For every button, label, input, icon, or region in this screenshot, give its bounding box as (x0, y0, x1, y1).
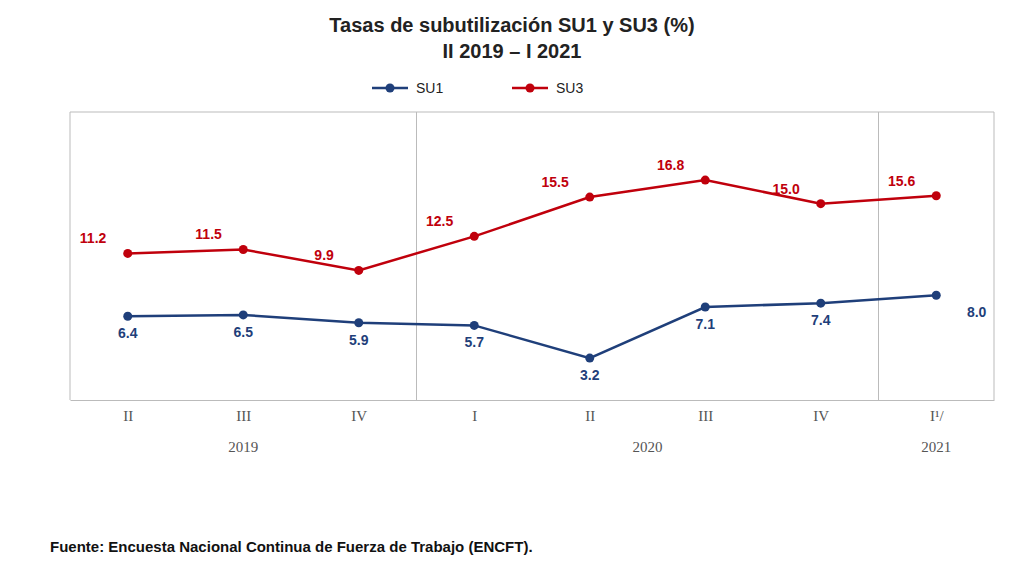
annotations: 2019 2020 2021 Fuente: Encuesta Nacional Co… (50, 439, 951, 555)
series (123, 291, 941, 363)
series-marker (701, 176, 710, 185)
x-axis: IIIIIIVIIIIIIIVI¹/ (71, 400, 995, 424)
x-tick: I (472, 400, 477, 424)
series-marker (701, 303, 710, 312)
frame-left (70, 112, 71, 400)
data-label: 7.1 (696, 316, 716, 332)
x-tick-label: I (472, 408, 477, 424)
source: Fuente: Encuesta Nacional Continua de Fu… (50, 538, 533, 555)
series-marker (585, 354, 594, 363)
series-marker (470, 321, 479, 330)
legend-label: SU3 (556, 80, 583, 96)
data-label: 15.6 (888, 173, 915, 189)
series-marker (123, 249, 132, 258)
data-label: 5.7 (465, 334, 485, 350)
x-tick: II (123, 400, 133, 424)
series-line (128, 295, 937, 358)
series-marker (585, 193, 594, 202)
subtitle: II 2019 – I 2021 (442, 40, 581, 62)
series (123, 176, 941, 275)
legend-marker (526, 84, 535, 93)
year-divider (416, 112, 417, 400)
data-labels: 11.2 11.5 9.9 12.5 15.5 16.8 15.0 15.6 6.4 6.5 5.9… (80, 157, 987, 383)
series-marker (239, 245, 248, 254)
series-marker (470, 232, 479, 241)
series-marker (816, 299, 825, 308)
data-label: 16.8 (657, 157, 684, 173)
series-marker (354, 318, 363, 327)
x-axis-line (71, 400, 995, 401)
x-tick: IV (351, 400, 367, 424)
data-label: 15.0 (772, 181, 799, 197)
x-tick: I¹/ (930, 400, 944, 424)
data-label: 5.9 (349, 332, 369, 348)
data-label: 12.5 (426, 213, 453, 229)
data-label: 9.9 (314, 247, 334, 263)
series-marker (816, 199, 825, 208)
data-label: 15.5 (541, 174, 568, 190)
data-label: 8.0 (967, 304, 987, 320)
year-label: 2020 (633, 439, 663, 455)
series-marker (123, 312, 132, 321)
legend: SU1 SU3 (372, 80, 583, 96)
x-tick: III (698, 400, 713, 424)
frame (70, 112, 994, 400)
data-label: 11.2 (80, 230, 107, 246)
title: Tasas de subutilización SU1 y SU3 (%) (329, 14, 694, 36)
series-marker (239, 310, 248, 319)
x-tick: II (585, 400, 595, 424)
marks (123, 176, 941, 363)
frame-right (994, 112, 995, 400)
x-tick-label: II (585, 408, 595, 424)
chart: Tasas de subutilización SU1 y SU3 (%) II … (0, 0, 1024, 570)
series-marker (932, 191, 941, 200)
series-line (128, 180, 937, 270)
series-marker (932, 291, 941, 300)
x-tick-label: I¹/ (930, 408, 944, 424)
legend-item: SU1 (372, 80, 443, 96)
data-label: 7.4 (811, 312, 831, 328)
x-tick: III (236, 400, 251, 424)
legend-label: SU1 (416, 80, 443, 96)
year-label: 2021 (921, 439, 951, 455)
plot: IIIIIIVIIIIIIIVI¹/11.211.59.912.515.516.… (70, 112, 995, 424)
x-tick-label: IV (813, 408, 829, 424)
legend-marker (386, 84, 395, 93)
x-tick: IV (813, 400, 829, 424)
frame-top (70, 112, 994, 113)
data-label: 6.5 (234, 324, 254, 340)
year-divider (878, 112, 879, 400)
data-label: 11.5 (195, 226, 222, 242)
data-label: 3.2 (580, 367, 600, 383)
x-tick-label: III (236, 408, 251, 424)
x-tick-label: II (123, 408, 133, 424)
series-marker (354, 266, 363, 275)
year-label: 2019 (228, 439, 258, 455)
x-tick-label: IV (351, 408, 367, 424)
legend-item: SU3 (512, 80, 583, 96)
chart-container: Tasas de subutilización SU1 y SU3 (%) II … (0, 0, 1024, 570)
data-label: 6.4 (118, 325, 138, 341)
x-tick-label: III (698, 408, 713, 424)
